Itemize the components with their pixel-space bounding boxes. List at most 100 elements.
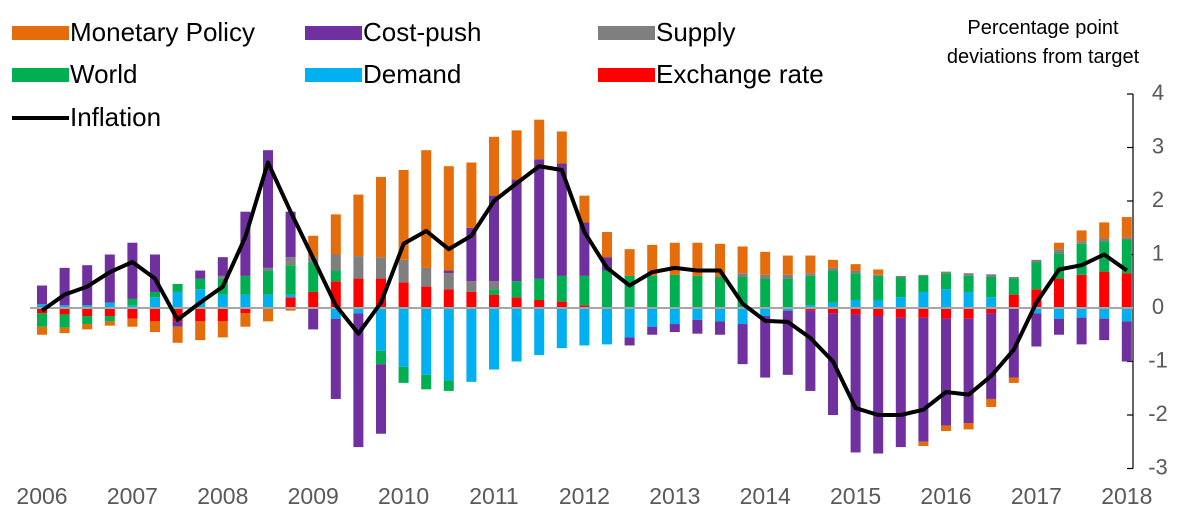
bar-segment xyxy=(466,281,477,292)
bar-segment xyxy=(1076,241,1087,244)
bar-segment xyxy=(172,283,183,292)
bar-segment xyxy=(918,317,929,442)
bar-segment xyxy=(127,318,138,327)
bar-segment xyxy=(82,305,93,308)
bar-segment xyxy=(421,308,432,375)
bar-segment xyxy=(1054,278,1064,308)
y-tick-label: -3 xyxy=(1148,454,1168,479)
bar-segment xyxy=(466,291,477,308)
bar-segment xyxy=(669,308,680,325)
bar-segment xyxy=(1008,308,1019,378)
bar-segment xyxy=(1076,317,1087,345)
x-tick-label: 2012 xyxy=(559,483,610,509)
bar-segment xyxy=(692,319,703,334)
bar-segment xyxy=(1076,230,1087,242)
bar-segment xyxy=(330,254,341,271)
legend-swatch xyxy=(598,26,655,40)
bar-segment xyxy=(602,270,612,308)
x-tick-label: 2007 xyxy=(107,483,158,509)
bar-segment xyxy=(421,150,432,268)
bar-segment xyxy=(1121,273,1132,308)
bar-segment xyxy=(466,162,477,228)
bar-segment xyxy=(805,255,816,274)
bar-segment xyxy=(805,308,816,311)
bar-segment xyxy=(941,289,951,308)
bar-segment xyxy=(376,364,386,434)
bar-segment xyxy=(556,275,567,302)
bar-segment xyxy=(715,276,725,308)
bar-segment xyxy=(873,275,884,300)
bar-segment xyxy=(398,169,409,260)
bar-segment xyxy=(421,286,432,308)
bar-segment xyxy=(82,324,93,330)
bar-segment xyxy=(1121,321,1132,362)
bar-segment xyxy=(850,308,861,315)
bar-segment xyxy=(579,222,590,276)
bar-segment xyxy=(511,130,522,180)
bar-segment xyxy=(172,326,183,343)
bar-segment xyxy=(1099,318,1110,341)
bar-segment xyxy=(963,308,974,319)
bar-segment xyxy=(669,242,680,275)
legend-label: Demand xyxy=(363,59,461,89)
bar-segment xyxy=(624,337,635,346)
bar-segment xyxy=(489,136,499,196)
bar-segment xyxy=(376,278,386,308)
x-tick-label: 2018 xyxy=(1101,483,1152,509)
bar-segment xyxy=(873,269,884,275)
bar-segment xyxy=(398,259,409,283)
x-tick-label: 2011 xyxy=(469,483,518,509)
bar-segment xyxy=(127,308,138,319)
bar-segment xyxy=(941,273,951,290)
bar-segment xyxy=(1121,308,1132,322)
bar-segment xyxy=(240,275,251,295)
bar-segment xyxy=(647,326,658,335)
bar-segment xyxy=(941,271,951,274)
bar-segment xyxy=(737,276,748,308)
bar-segment xyxy=(737,273,748,277)
bar-segment xyxy=(1099,238,1110,242)
bar-segment xyxy=(398,282,409,308)
bar-segment xyxy=(873,299,884,308)
bar-segment xyxy=(82,316,93,325)
bar-segment xyxy=(59,327,70,334)
legend-label: Cost-push xyxy=(363,17,482,47)
bar-segment xyxy=(669,324,680,333)
bar-segment xyxy=(150,297,160,308)
bar-segment xyxy=(127,305,138,308)
bar-segment xyxy=(1031,308,1042,314)
y-tick-label: 4 xyxy=(1152,80,1164,105)
legend-swatch xyxy=(598,68,655,82)
bar-segment xyxy=(330,214,341,255)
bar-segment xyxy=(534,159,545,279)
bar-segment xyxy=(1054,242,1064,250)
bar-segment xyxy=(850,299,861,308)
bar-segment xyxy=(443,273,454,290)
legend-label: Monetary Policy xyxy=(70,17,255,47)
bar-segment xyxy=(760,308,771,317)
bar-segment xyxy=(941,318,951,426)
bar-segment xyxy=(873,308,884,317)
bar-segment xyxy=(127,242,138,299)
bar-segment xyxy=(240,211,251,276)
bar-segment xyxy=(1076,274,1087,308)
bar-segment xyxy=(534,308,545,356)
bar-segment xyxy=(353,194,364,257)
bar-segment xyxy=(895,308,906,318)
bar-segment xyxy=(873,316,884,454)
bar-segment xyxy=(986,297,997,308)
bar-segment xyxy=(59,267,70,306)
bar-segment xyxy=(963,291,974,308)
bar-segment xyxy=(285,265,296,295)
bar-segment xyxy=(941,308,951,319)
bar-segment xyxy=(828,308,838,314)
bar-segment xyxy=(760,278,771,308)
bar-segment xyxy=(285,297,296,308)
bar-segment xyxy=(579,305,590,308)
bar-segment xyxy=(1054,308,1064,319)
bar-segment xyxy=(104,321,115,326)
legend-swatch xyxy=(12,68,69,82)
bar-segment xyxy=(195,308,206,322)
bar-segment xyxy=(534,119,545,160)
